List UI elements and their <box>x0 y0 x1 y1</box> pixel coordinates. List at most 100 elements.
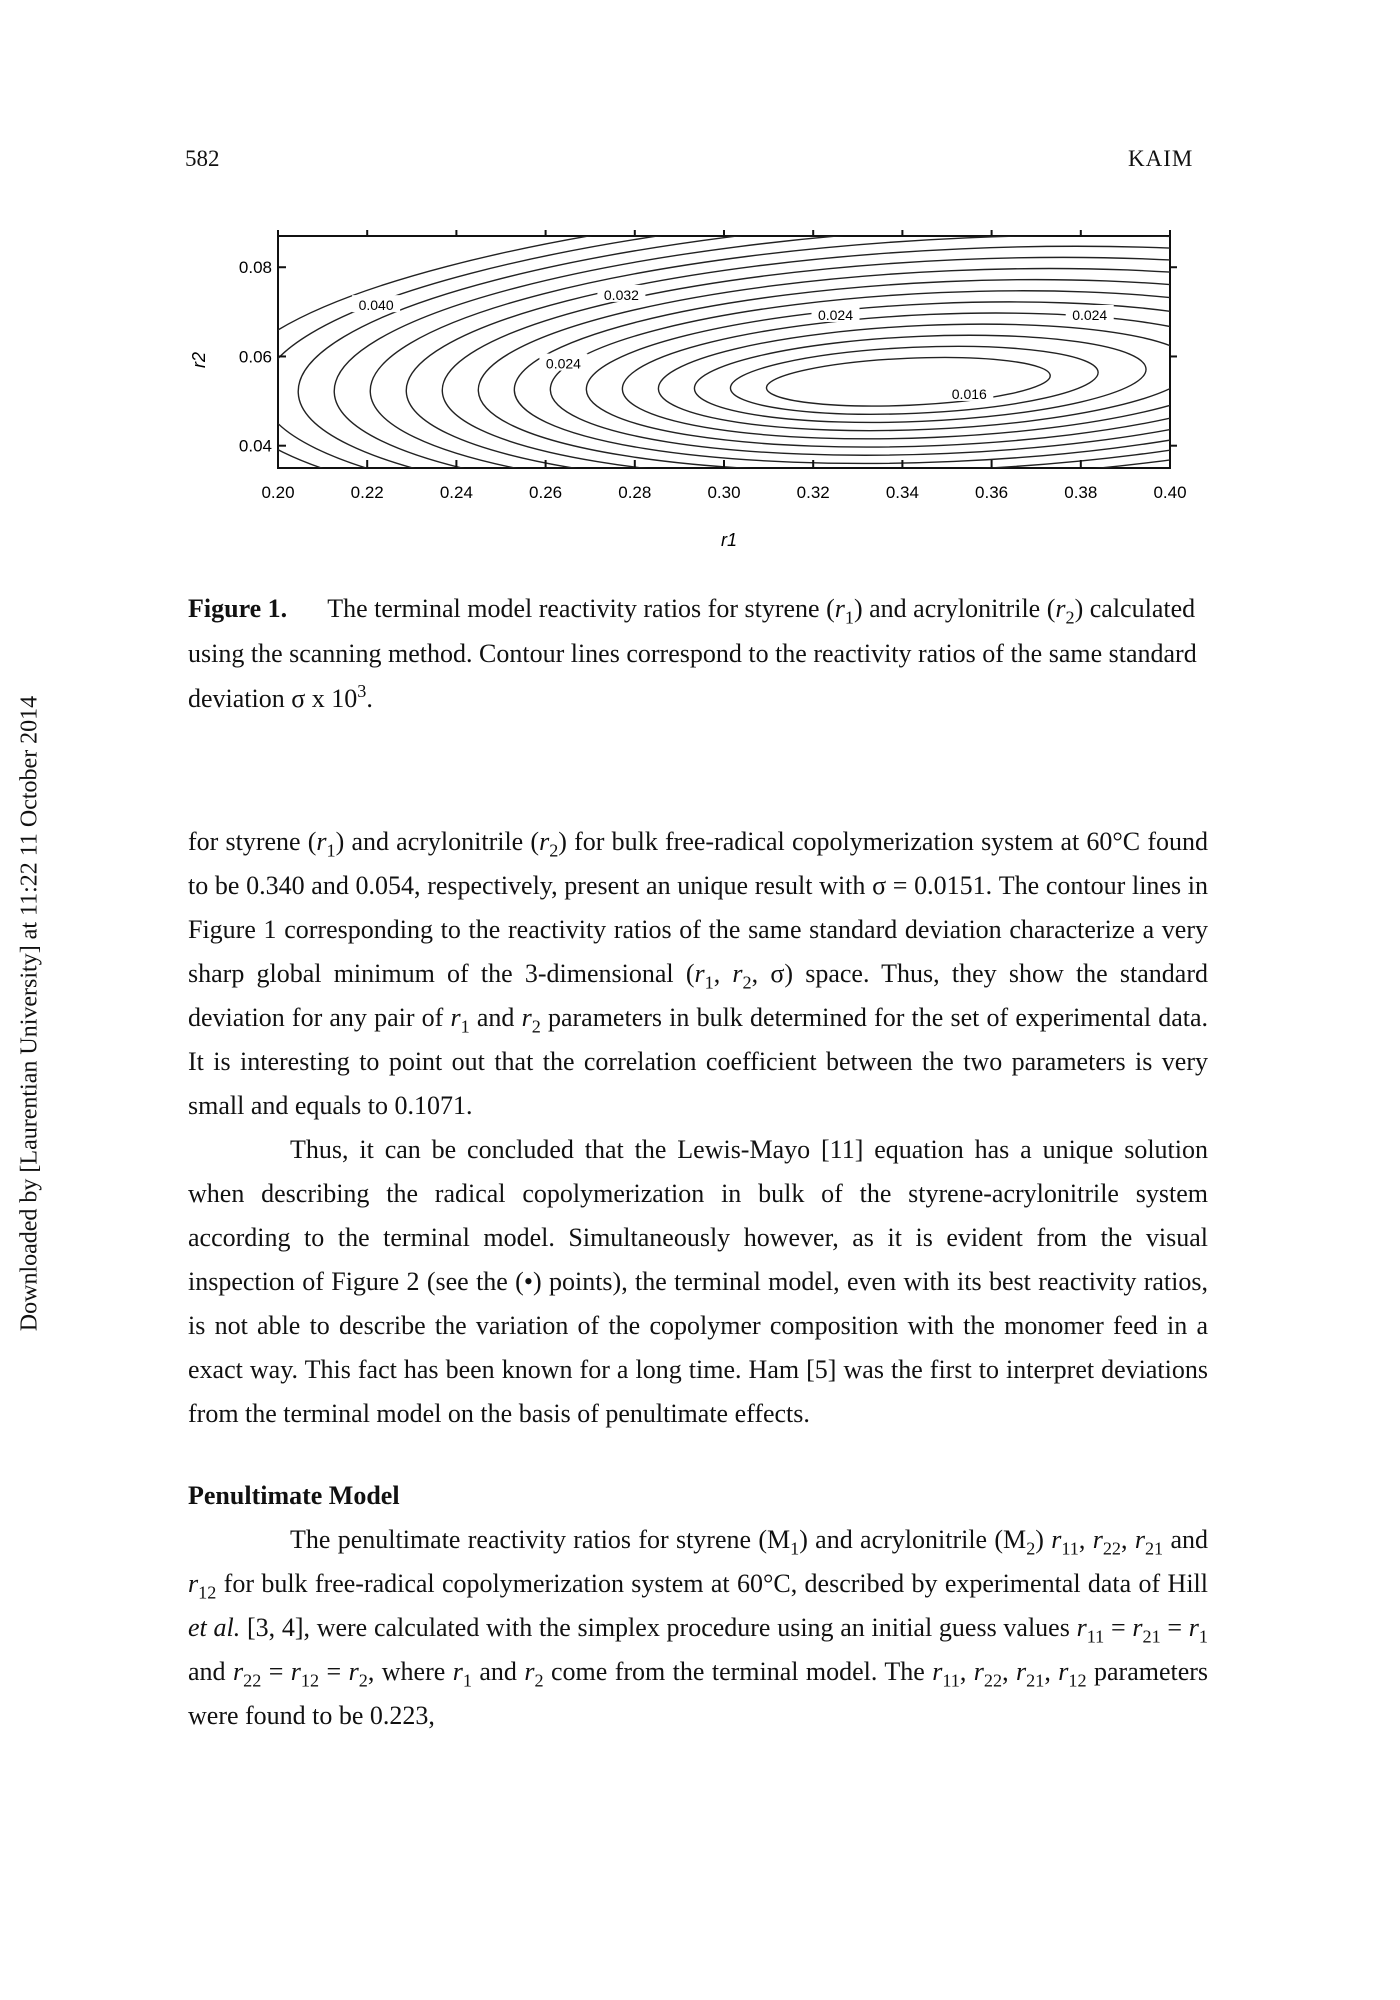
caption-run: 1 <box>844 607 854 628</box>
caption-run: The terminal model reactivity ratios for… <box>327 594 835 623</box>
text-run: et al. <box>188 1613 241 1642</box>
contour-label: 0.040 <box>359 297 394 313</box>
contour-line <box>369 236 1170 468</box>
text-run: 22 <box>243 1670 262 1691</box>
x-tick-label: 0.22 <box>351 483 384 502</box>
caption-run: r <box>1055 594 1066 623</box>
paragraph-1: for styrene (r1) and acrylonitrile (r2) … <box>188 820 1208 1128</box>
caption-run: . <box>366 684 373 713</box>
text-run: = <box>261 1657 291 1686</box>
x-tick-label: 0.24 <box>440 483 473 502</box>
y-axis-label: r2 <box>189 352 209 368</box>
text-run: come from the terminal model. The <box>543 1657 933 1686</box>
x-tick-label: 0.28 <box>618 483 651 502</box>
contour-label-bg <box>539 353 588 371</box>
contour-line <box>513 278 1170 465</box>
contour-label-bg <box>1065 304 1114 322</box>
contour-line <box>729 345 1099 415</box>
x-tick-label: 0.20 <box>261 483 294 502</box>
text-run: ) <box>1035 1525 1052 1554</box>
text-run: ) for bulk free-radical copolymerization… <box>188 827 1208 988</box>
text-run: 1 <box>1198 1626 1208 1647</box>
x-axis-label: r1 <box>721 530 737 550</box>
text-run: 12 <box>1068 1670 1087 1691</box>
text-run: ) and acrylonitrile (M <box>799 1525 1027 1554</box>
text-run: 11 <box>1061 1538 1079 1559</box>
text-run: r <box>524 1657 535 1686</box>
caption-text: The terminal model reactivity ratios for… <box>188 594 1197 713</box>
text-run: and <box>469 1003 522 1032</box>
text-run: , <box>1078 1525 1093 1554</box>
text-run: = <box>1160 1613 1189 1642</box>
text-run: for bulk free-radical copolymerization s… <box>216 1569 1208 1598</box>
text-run: 1 <box>460 1016 470 1037</box>
contour-label: 0.024 <box>818 307 853 323</box>
paragraph-2: Thus, it can be concluded that the Lewis… <box>188 1128 1208 1436</box>
caption-run: 2 <box>1065 607 1075 628</box>
download-watermark: Downloaded by [Laurentian University] at… <box>16 695 43 1332</box>
text-run: r <box>452 1657 463 1686</box>
x-tick-label: 0.26 <box>529 483 562 502</box>
contour-label-bg <box>811 304 860 322</box>
y-tick-label: 0.04 <box>239 437 272 456</box>
text-run: 11 <box>1086 1626 1105 1647</box>
text-run: 1 <box>790 1538 800 1559</box>
text-run: , <box>1121 1525 1135 1554</box>
text-run: , where <box>367 1657 453 1686</box>
contour-line <box>621 312 1170 440</box>
x-tick-label: 0.38 <box>1064 483 1097 502</box>
text-run: 12 <box>198 1582 217 1603</box>
text-run: for styrene ( <box>188 827 317 856</box>
contour-label: 0.024 <box>546 356 581 372</box>
text-run: 21 <box>1142 1626 1161 1647</box>
contour-line <box>405 245 1170 468</box>
contour-label: 0.032 <box>604 287 639 303</box>
text-run: 2 <box>1026 1538 1036 1559</box>
text-run: 21 <box>1144 1538 1164 1559</box>
text-run: r <box>694 959 705 988</box>
contour-line <box>585 301 1170 448</box>
body-text: for styrene (r1) and acrylonitrile (r2) … <box>188 820 1208 1738</box>
contour-label-bg <box>597 284 646 302</box>
text-run: 2 <box>531 1016 541 1037</box>
contour-line <box>297 236 1170 468</box>
text-run: = <box>319 1657 349 1686</box>
text-run: r <box>232 1657 244 1686</box>
text-run: 1 <box>704 972 714 993</box>
text-run: 11 <box>942 1670 960 1691</box>
x-tick-label: 0.32 <box>797 483 830 502</box>
x-tick-label: 0.30 <box>707 483 740 502</box>
text-run: r <box>1092 1525 1103 1554</box>
text-run: r <box>1016 1657 1027 1686</box>
text-run: r <box>348 1657 359 1686</box>
caption-run: r <box>834 594 845 623</box>
text-run: Thus, it can be concluded that the Lewis… <box>188 1135 1208 1428</box>
text-run: r <box>1051 1525 1062 1554</box>
text-run: , σ) space. Thus, they show the standard… <box>188 959 1208 1032</box>
text-run: r <box>973 1657 984 1686</box>
text-run: 2 <box>742 972 752 993</box>
text-run: 2 <box>534 1670 544 1691</box>
text-run: r <box>1132 1613 1143 1642</box>
text-run: 2 <box>358 1670 368 1691</box>
section-heading: Penultimate Model <box>188 1481 400 1510</box>
text-run: r <box>1058 1657 1069 1686</box>
text-run: r <box>450 1003 461 1032</box>
text-run: r <box>316 827 327 856</box>
text-run: parameters were found to be 0.223, <box>188 1657 1209 1730</box>
text-run: [3, 4], were calculated with the simplex… <box>240 1613 1077 1642</box>
contour-lines <box>278 236 1170 468</box>
text-run: The penultimate reactivity ratios for st… <box>290 1525 791 1554</box>
text-run: 22 <box>1102 1538 1122 1559</box>
text-run: 21 <box>1026 1670 1045 1691</box>
figure-label: Figure 1. <box>188 594 288 623</box>
y-tick-label: 0.06 <box>239 347 272 366</box>
text-run: , <box>959 1657 974 1686</box>
contour-figure: 0.20 0.22 0.24 0.26 0.28 0.30 0.32 0.34 0.36 0.38… <box>189 230 1187 550</box>
contour-line <box>657 323 1170 432</box>
text-run: parameters in bulk determined for the se… <box>188 1003 1209 1120</box>
page-number: 582 <box>185 146 220 171</box>
running-head: KAIM <box>1128 146 1194 171</box>
text-run: and <box>1163 1525 1208 1554</box>
text-run: 2 <box>549 840 559 861</box>
